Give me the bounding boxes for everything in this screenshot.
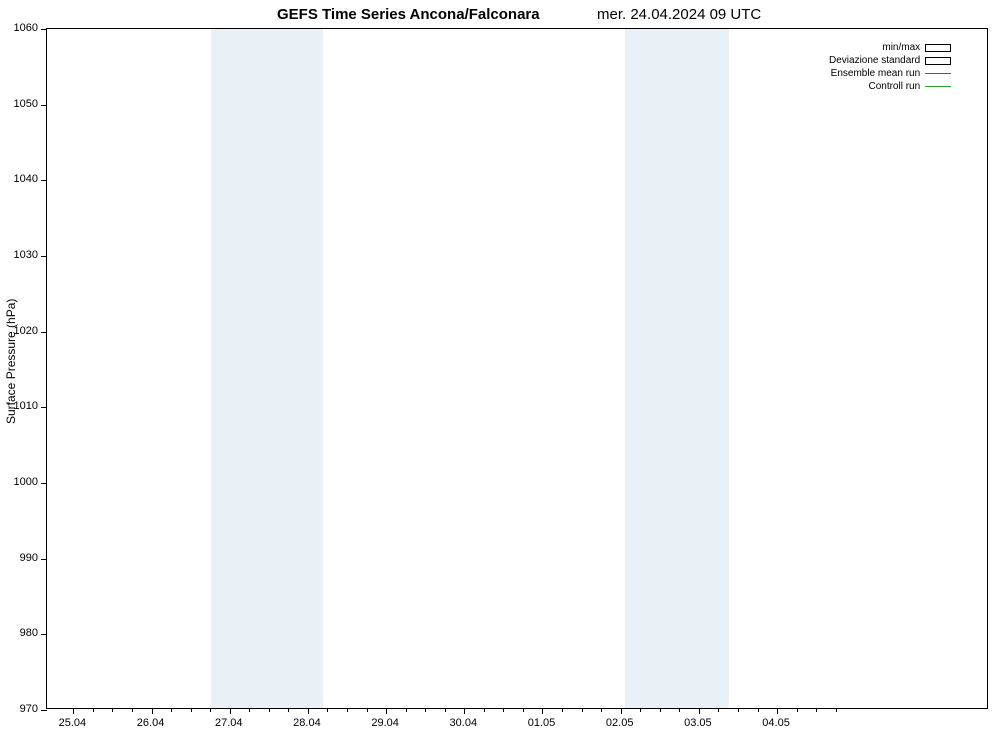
y-tick-label: 990: [20, 552, 38, 564]
x-tick: [464, 708, 465, 714]
legend-swatch: [924, 69, 952, 78]
x-minor-tick: [249, 708, 250, 712]
x-minor-tick: [816, 708, 817, 712]
plot-area: [46, 28, 988, 709]
x-minor-tick: [718, 708, 719, 712]
x-minor-tick: [132, 708, 133, 712]
y-tick: [41, 634, 47, 635]
x-minor-tick: [562, 708, 563, 712]
chart-title-right: mer. 24.04.2024 09 UTC: [597, 6, 761, 23]
x-tick-label: 03.05: [684, 717, 712, 729]
x-minor-tick: [660, 708, 661, 712]
x-tick-label: 28.04: [293, 717, 321, 729]
x-minor-tick: [836, 708, 837, 712]
x-minor-tick: [797, 708, 798, 712]
legend-label: Ensemble mean run: [831, 68, 921, 79]
y-tick: [41, 180, 47, 181]
x-tick-label: 29.04: [371, 717, 399, 729]
x-tick: [542, 708, 543, 714]
x-minor-tick: [171, 708, 172, 712]
y-tick-label: 970: [20, 703, 38, 715]
y-tick-label: 1040: [14, 173, 38, 185]
x-minor-tick: [503, 708, 504, 712]
legend-item: min/max: [829, 41, 952, 54]
x-minor-tick: [288, 708, 289, 712]
x-minor-tick: [327, 708, 328, 712]
y-tick-label: 980: [20, 627, 38, 639]
x-tick-label: 04.05: [762, 717, 790, 729]
x-minor-tick: [445, 708, 446, 712]
x-tick: [699, 708, 700, 714]
x-tick: [152, 708, 153, 714]
legend: min/max Deviazione standard Ensemble mean …: [829, 41, 952, 93]
x-tick-label: 25.04: [59, 717, 87, 729]
weekend-band: [211, 29, 323, 708]
x-tick: [73, 708, 74, 714]
x-minor-tick: [93, 708, 94, 712]
legend-label: min/max: [882, 42, 920, 53]
x-tick-label: 01.05: [528, 717, 556, 729]
x-minor-tick: [484, 708, 485, 712]
x-minor-tick: [191, 708, 192, 712]
y-tick-label: 1010: [14, 400, 38, 412]
x-tick: [777, 708, 778, 714]
y-tick-label: 1060: [14, 22, 38, 34]
legend-item: Controll run: [829, 80, 952, 93]
x-minor-tick: [406, 708, 407, 712]
legend-item: Deviazione standard: [829, 54, 952, 67]
x-minor-tick: [347, 708, 348, 712]
legend-label: Controll run: [868, 81, 920, 92]
x-minor-tick: [758, 708, 759, 712]
x-minor-tick: [269, 708, 270, 712]
y-tick: [41, 256, 47, 257]
y-tick: [41, 105, 47, 106]
y-tick: [41, 559, 47, 560]
x-tick-label: 27.04: [215, 717, 243, 729]
y-tick-label: 1020: [14, 325, 38, 337]
legend-label: Deviazione standard: [829, 55, 920, 66]
x-minor-tick: [523, 708, 524, 712]
x-tick: [386, 708, 387, 714]
chart-container: GEFS Time Series Ancona/Falconara mer. 2…: [0, 0, 1000, 733]
x-tick: [308, 708, 309, 714]
legend-swatch: [924, 56, 952, 65]
x-minor-tick: [367, 708, 368, 712]
y-tick-label: 1000: [14, 476, 38, 488]
x-minor-tick: [582, 708, 583, 712]
weekend-band: [625, 29, 729, 708]
x-tick-label: 26.04: [137, 717, 165, 729]
x-minor-tick: [210, 708, 211, 712]
x-tick-label: 02.05: [606, 717, 634, 729]
y-tick: [41, 29, 47, 30]
x-tick-label: 30.04: [450, 717, 478, 729]
x-minor-tick: [738, 708, 739, 712]
y-tick: [41, 332, 47, 333]
y-tick-label: 1050: [14, 98, 38, 110]
y-tick: [41, 483, 47, 484]
x-minor-tick: [640, 708, 641, 712]
y-tick: [41, 710, 47, 711]
x-minor-tick: [112, 708, 113, 712]
legend-swatch: [924, 43, 952, 52]
y-tick: [41, 407, 47, 408]
x-minor-tick: [679, 708, 680, 712]
x-minor-tick: [425, 708, 426, 712]
x-tick: [621, 708, 622, 714]
x-minor-tick: [601, 708, 602, 712]
y-tick-label: 1030: [14, 249, 38, 261]
x-tick: [230, 708, 231, 714]
legend-swatch: [924, 82, 952, 91]
legend-item: Ensemble mean run: [829, 67, 952, 80]
chart-title-left: GEFS Time Series Ancona/Falconara: [277, 6, 540, 23]
